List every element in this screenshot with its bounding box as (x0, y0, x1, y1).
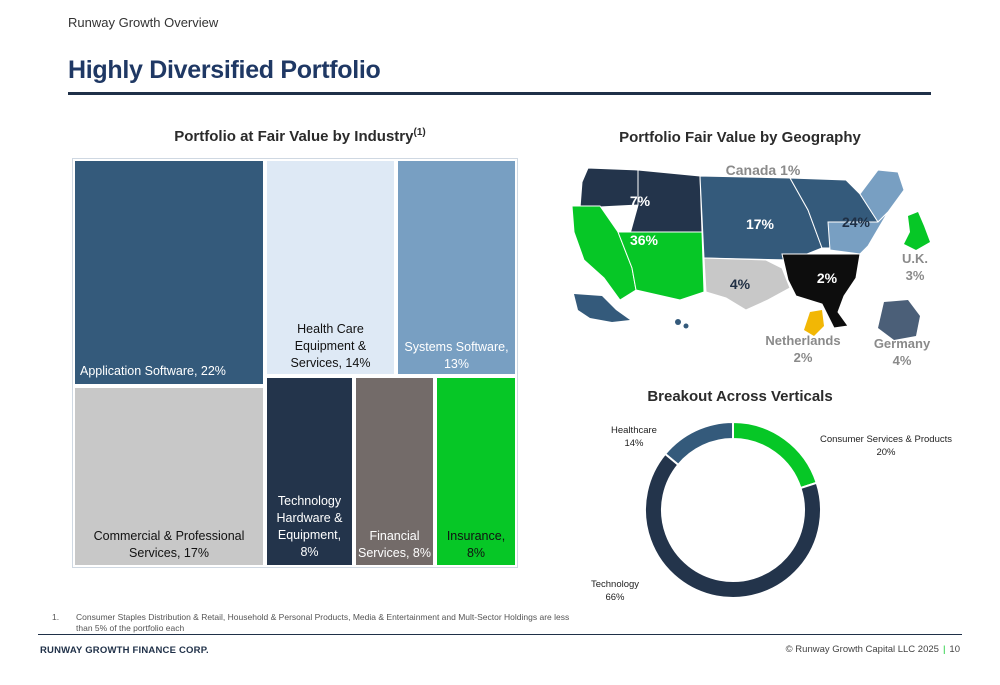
map-region-netherlands (804, 310, 824, 336)
treemap-label: Technology Hardware & Equipment, 8% (276, 494, 343, 559)
map-label-netherlands: Netherlands 2% (752, 332, 854, 366)
donut-label-technology: Technology 66% (585, 578, 645, 604)
donut-slice-technology (644, 452, 822, 599)
geography-map (571, 167, 930, 340)
treemap-tile-systems-software: Systems Software, 13% (396, 159, 517, 376)
map-region-southeast (781, 253, 861, 329)
map-label-uk: U.K. 3% (890, 250, 940, 284)
donut-label-healthcare-name: Healthcare (611, 425, 657, 436)
treemap-tile-insurance: Insurance, 8% (435, 376, 517, 567)
treemap-tile-application-software: Application Software, 22% (73, 159, 265, 386)
title-divider (68, 92, 931, 95)
map-label-uk-name: U.K. (902, 251, 928, 266)
treemap-tile-health-care: Health Care Equipment & Services, 14% (265, 159, 396, 376)
footnote-text: Consumer Staples Distribution & Retail, … (76, 612, 570, 633)
map-label-east: 24% (841, 214, 871, 230)
industry-treemap: Application Software, 22% Health Care Eq… (72, 158, 518, 568)
donut-slice-healthcare (663, 420, 734, 467)
map-label-canada: Canada 1% (725, 162, 801, 178)
footnote-number: 1. (52, 612, 60, 622)
treemap-label: Systems Software, 13% (404, 340, 509, 371)
treemap-label: Financial Services, 8% (358, 529, 431, 560)
donut-label-consumer: Consumer Services & Products 20% (806, 433, 966, 459)
map-region-mid-atlantic (827, 211, 889, 255)
treemap-tile-financial-services: Financial Services, 8% (354, 376, 435, 567)
map-label-south: 4% (729, 276, 751, 292)
industry-chart-title: Portfolio at Fair Value by Industry(1) (150, 127, 450, 145)
geo-chart-title: Portfolio Fair Value by Geography (619, 129, 861, 146)
treemap-tile-commercial-services: Commercial & Professional Services, 17% (73, 386, 265, 567)
map-label-central: 17% (745, 216, 775, 232)
treemap-label: Health Care Equipment & Services, 14% (290, 322, 371, 370)
donut-slice-consumer-services-products (732, 420, 818, 490)
map-label-southeast: 2% (816, 270, 838, 286)
map-label-germany: Germany 4% (862, 335, 942, 369)
donut-label-healthcare-pct: 14% (624, 438, 644, 449)
industry-chart-title-text: Portfolio at Fair Value by Industry (174, 128, 414, 145)
page-title: Highly Diversified Portfolio (68, 56, 381, 84)
map-label-de-pct: 4% (892, 353, 912, 368)
map-label-west: 36% (629, 232, 659, 248)
section-label: Runway Growth Overview (68, 15, 219, 30)
donut-label-technology-pct: 66% (605, 592, 625, 603)
map-label-nl-name: Netherlands (765, 333, 841, 348)
treemap-label: Commercial & Professional Services, 17% (93, 529, 245, 560)
donut-label-consumer-name: Consumer Services & Products (820, 434, 952, 445)
treemap-label: Insurance, 8% (446, 529, 506, 560)
donut-label-consumer-pct: 20% (876, 447, 896, 458)
donut-label-technology-name: Technology (590, 579, 640, 590)
map-region-hawaii-small (683, 323, 689, 329)
map-label-uk-pct: 3% (905, 268, 925, 283)
page-number: 10 (949, 644, 960, 655)
treemap-label: Application Software, 22% (80, 364, 226, 378)
map-label-nl-pct: 2% (793, 350, 813, 365)
footer-copyright: © Runway Growth Capital LLC 2025 | 10 (786, 644, 960, 655)
copyright-text: © Runway Growth Capital LLC 2025 (785, 644, 939, 655)
verticals-chart-title: Breakout Across Verticals (647, 388, 833, 405)
map-region-germany (878, 300, 920, 340)
map-region-alaska (574, 294, 630, 322)
company-name: RUNWAY GROWTH FINANCE CORP. (40, 645, 209, 656)
map-region-hawaii (675, 319, 681, 325)
map-region-south-central (703, 257, 791, 311)
treemap-tile-technology-hardware: Technology Hardware & Equipment, 8% (265, 376, 354, 567)
verticals-donut-chart (644, 420, 822, 599)
footer-divider (38, 634, 962, 635)
map-label-northwest: 7% (629, 193, 651, 209)
map-region-uk (904, 212, 930, 250)
donut-label-healthcare: Healthcare 14% (604, 424, 664, 450)
footer-separator: | (942, 644, 946, 655)
map-region-southwest (617, 231, 705, 301)
map-region-northwest (579, 167, 639, 209)
footnote-marker: (1) (413, 127, 426, 138)
map-label-de-name: Germany (873, 336, 931, 351)
map-region-west (571, 205, 637, 301)
